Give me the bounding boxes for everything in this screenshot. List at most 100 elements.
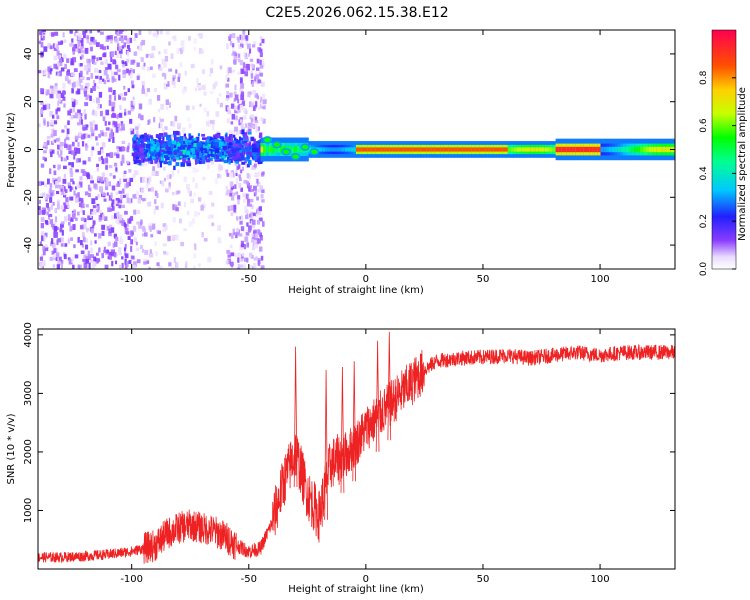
spectrogram-cell (114, 200, 118, 205)
spectrogram-cell (240, 123, 244, 129)
spectrogram-cell (194, 141, 199, 145)
spectrogram-blob (272, 140, 282, 149)
spectrogram-cell (237, 58, 241, 63)
spectrogram-cell (252, 222, 256, 228)
spectrogram-cell (256, 58, 260, 64)
spectrogram-cell (203, 91, 207, 95)
spectrogram-cell (260, 96, 263, 101)
spectrogram-cell (234, 156, 239, 160)
spectrogram-cell (102, 116, 106, 122)
spectrogram-cell (92, 261, 97, 267)
spectrogram-cell (202, 137, 206, 141)
spectrogram-cell (215, 133, 220, 139)
spectrogram-cell (249, 147, 254, 152)
spectrogram-cell (406, 147, 410, 152)
spectrogram-cell (240, 83, 245, 89)
spectrogram-cell (60, 40, 64, 45)
spectrogram-cell (240, 187, 243, 192)
spectrogram-cell (49, 45, 53, 49)
spectrogram-cell (221, 137, 225, 142)
spectrogram-cell (210, 214, 214, 219)
spectrogram-cell (239, 40, 244, 44)
spectrogram-cell (82, 30, 87, 35)
spectrogram-cell (84, 222, 87, 226)
spectrogram-cell (129, 127, 133, 131)
spectrogram-cell (259, 232, 262, 237)
spectrogram-cell (68, 214, 71, 220)
spectrogram-cell (245, 232, 250, 236)
spectrogram-cell (564, 146, 568, 153)
spectrogram-cell (63, 186, 66, 191)
spectrogram-cell (231, 192, 236, 197)
spectrogram-cell (101, 224, 106, 230)
spectrogram-cell (259, 59, 262, 66)
spectrogram-cell (115, 167, 118, 172)
spectrogram-cell (611, 146, 616, 153)
spectrogram-cell (232, 130, 236, 134)
spectrogram-cell (375, 147, 380, 152)
spectrogram-cell (245, 214, 249, 220)
spectrogram-cell (131, 84, 135, 89)
spectrogram-cell (232, 148, 237, 153)
spectrogram-cell (165, 149, 170, 153)
spectrogram-cell (115, 127, 119, 133)
colorbar-ticks: 0.00.20.40.60.8 (699, 70, 736, 276)
spectrogram-cell (193, 143, 197, 148)
spectrogram-cell (41, 266, 44, 269)
spectrogram-cell (105, 109, 110, 116)
spectrogram-cell (140, 41, 144, 46)
spectrogram-cell (261, 199, 265, 203)
spectrogram-cell (54, 31, 59, 36)
x-tick-label: 50 (477, 274, 490, 285)
spectrogram-cell (52, 43, 55, 49)
spectrogram-cell (250, 167, 255, 171)
spectrogram-cell (186, 153, 192, 158)
spectrogram-cell (133, 159, 137, 165)
spectrogram-cell (53, 55, 57, 61)
spectrogram-cell (261, 93, 266, 100)
spectrogram-cell (228, 36, 232, 41)
spectrogram-cell (234, 126, 238, 132)
spectrogram-cell (133, 146, 138, 150)
spectrogram-cell (294, 146, 298, 153)
spectrogram-cell (90, 150, 94, 156)
spectrogram-cell (152, 144, 157, 148)
spectrogram-cell (69, 171, 74, 178)
spectrogram-cell (199, 160, 202, 165)
spectrogram-cell (208, 148, 213, 153)
spectrogram-cell (218, 158, 223, 162)
spectrogram-cell (60, 188, 63, 192)
spectrogram-cell (194, 243, 197, 249)
colorbar: 0.00.20.40.60.8 Normalized spectral ampl… (699, 29, 748, 276)
spectrogram-cell (45, 198, 48, 202)
spectrogram-cell (457, 147, 461, 152)
spectrogram-cell (173, 234, 176, 241)
spectrogram-cell (126, 197, 129, 204)
spectrogram-cell (63, 165, 67, 170)
spectrogram-cell (83, 225, 87, 229)
spectrogram-cell (228, 137, 233, 143)
spectrogram-cell (228, 109, 231, 114)
spectrogram-cell (133, 209, 137, 215)
spectrogram-cell (228, 130, 233, 135)
spectrogram-cell (67, 238, 70, 244)
spectrogram-cell (93, 61, 97, 65)
spectrogram-cell (99, 76, 102, 80)
spectrogram-cell (219, 165, 223, 171)
spectrogram-cell (69, 186, 72, 192)
spectrogram-cell (90, 46, 93, 52)
spectrogram-cell (113, 233, 117, 238)
spectrogram-cell (70, 237, 74, 241)
spectrogram-cell (166, 137, 171, 141)
spectrogram-cell (210, 154, 215, 157)
spectrogram-cell (174, 115, 178, 122)
spectrogram-cell (496, 147, 500, 152)
spectrogram-cell (138, 140, 143, 143)
spectrogram-cell (112, 112, 115, 116)
spectrogram-cell (70, 58, 74, 65)
spectrogram-cell (258, 230, 261, 235)
spectrogram-cell (231, 233, 234, 239)
x-tick-label: 50 (477, 574, 490, 585)
spectrogram-cell (218, 141, 224, 146)
colorbar-tick-label: 0.2 (699, 214, 709, 228)
